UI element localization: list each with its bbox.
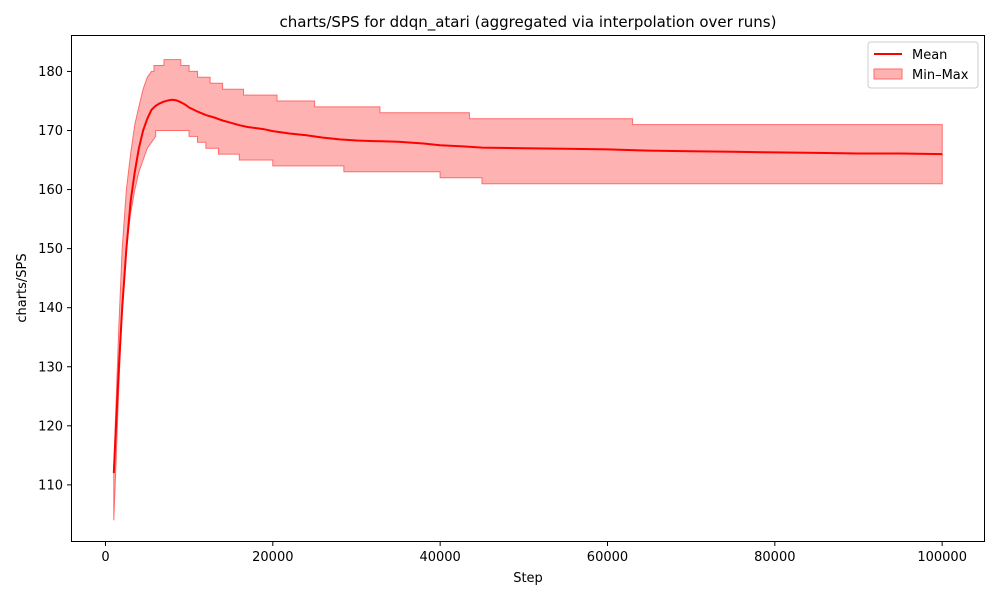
legend-band-swatch [873, 68, 903, 80]
y-axis-label: charts/SPS [15, 253, 30, 322]
y-tick-label: 170 [38, 124, 63, 139]
x-tick-label: 60000 [587, 550, 628, 565]
y-tick-label: 120 [38, 419, 63, 434]
legend: Mean Min–Max [867, 41, 979, 89]
y-tick-label: 160 [38, 183, 63, 198]
y-tick-label: 140 [38, 301, 63, 316]
legend-band-label: Min–Max [912, 68, 969, 83]
x-axis: 0 20000 40000 60000 80000 100000 [101, 541, 967, 565]
x-tick-label: 40000 [419, 550, 460, 565]
x-tick-label: 20000 [252, 550, 293, 565]
y-tick-label: 150 [38, 242, 63, 257]
axes-frame [71, 35, 985, 542]
x-axis-label: Step [513, 571, 543, 586]
chart-title: charts/SPS for ddqn_atari (aggregated vi… [280, 13, 777, 32]
plot-area [112, 59, 943, 521]
y-axis: 110 120 130 140 150 160 170 180 [38, 65, 72, 493]
mean-line [112, 98, 943, 474]
x-tick-label: 100000 [917, 550, 967, 565]
min-max-band [113, 59, 943, 521]
x-tick-label: 0 [101, 550, 109, 565]
y-tick-label: 180 [38, 65, 63, 80]
y-tick-label: 130 [38, 360, 63, 375]
legend-mean-label: Mean [912, 48, 947, 63]
y-tick-label: 110 [38, 478, 63, 493]
x-tick-label: 80000 [754, 550, 795, 565]
